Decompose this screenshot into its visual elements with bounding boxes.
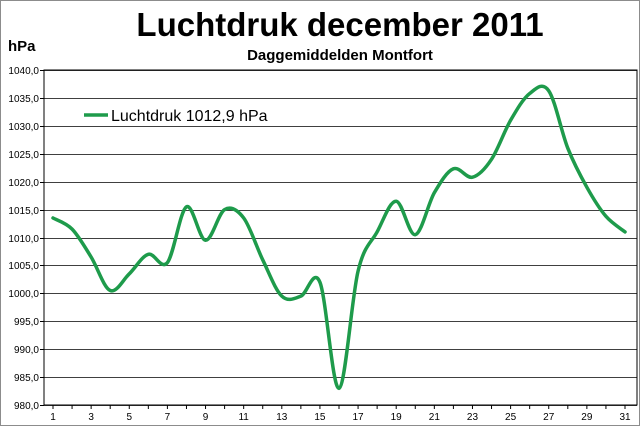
data-point bbox=[281, 295, 283, 297]
x-tick-label: 1 bbox=[50, 412, 56, 423]
data-point bbox=[433, 192, 435, 194]
x-tick-label: 19 bbox=[391, 412, 403, 423]
y-axis-ticks: 980,0 985,0 990,0 995,0 1000,0 1005,0 1010,0 10… bbox=[8, 66, 44, 412]
x-tick-label: 9 bbox=[203, 412, 209, 423]
x-tick-label: 7 bbox=[165, 412, 171, 423]
y-tick-label: 1020,0 bbox=[8, 178, 39, 189]
data-point bbox=[452, 168, 454, 170]
data-point bbox=[185, 206, 187, 208]
data-point bbox=[376, 231, 378, 233]
data-point bbox=[52, 217, 54, 219]
x-tick-label: 3 bbox=[88, 412, 94, 423]
x-tick-label: 31 bbox=[619, 412, 631, 423]
data-point bbox=[490, 158, 492, 160]
x-tick-label: 25 bbox=[505, 412, 517, 423]
data-point bbox=[262, 259, 264, 261]
data-point bbox=[414, 234, 416, 236]
data-point bbox=[243, 217, 245, 219]
data-point bbox=[357, 270, 359, 272]
data-point bbox=[223, 208, 225, 210]
data-point bbox=[71, 228, 73, 230]
data-point bbox=[624, 231, 626, 233]
data-point bbox=[586, 186, 588, 188]
y-axis-label: hPa bbox=[8, 38, 36, 55]
y-tick-label: 1035,0 bbox=[8, 94, 39, 105]
x-tick-label: 5 bbox=[126, 412, 132, 423]
x-tick-label: 29 bbox=[581, 412, 593, 423]
y-tick-label: 1025,0 bbox=[8, 150, 39, 161]
data-point bbox=[300, 295, 302, 297]
data-point bbox=[338, 387, 340, 389]
x-tick-label: 17 bbox=[353, 412, 365, 423]
y-tick-label: 1010,0 bbox=[8, 234, 39, 245]
data-point bbox=[109, 289, 111, 291]
data-point bbox=[471, 176, 473, 178]
data-point bbox=[605, 215, 607, 217]
data-point bbox=[395, 200, 397, 202]
x-tick-label: 13 bbox=[276, 412, 288, 423]
y-tick-label: 1005,0 bbox=[8, 261, 39, 272]
x-tick-label: 27 bbox=[543, 412, 555, 423]
data-point bbox=[90, 256, 92, 258]
x-tick-label: 15 bbox=[314, 412, 326, 423]
y-tick-label: 1015,0 bbox=[8, 206, 39, 217]
data-point bbox=[548, 90, 550, 92]
data-point bbox=[128, 273, 130, 275]
grid-lines bbox=[43, 69, 638, 406]
data-point bbox=[567, 147, 569, 149]
plot-series bbox=[51, 84, 627, 391]
x-axis-ticks: 1 3 5 7 9 11 13 15 17 19 21 23 25 27 29 31 bbox=[50, 405, 631, 423]
data-point bbox=[529, 92, 531, 94]
y-tick-label: 1030,0 bbox=[8, 122, 39, 133]
plot-area bbox=[43, 69, 638, 406]
y-tick-label: 985,0 bbox=[14, 373, 39, 384]
data-point bbox=[509, 119, 511, 121]
legend: Luchtdruk 1012,9 hPa bbox=[84, 108, 268, 125]
x-tick-label: 23 bbox=[467, 412, 479, 423]
y-tick-label: 995,0 bbox=[14, 317, 39, 328]
legend-label: Luchtdruk 1012,9 hPa bbox=[111, 108, 268, 125]
chart-subtitle: Daggemiddelden Montfort bbox=[247, 47, 433, 64]
y-tick-label: 1040,0 bbox=[8, 66, 39, 77]
chart-title: Luchtdruk december 2011 bbox=[136, 6, 544, 43]
x-tick-label: 11 bbox=[238, 412, 249, 423]
y-tick-label: 990,0 bbox=[14, 345, 39, 356]
data-point bbox=[166, 261, 168, 263]
data-point bbox=[204, 239, 206, 241]
data-point bbox=[319, 281, 321, 283]
y-tick-label: 980,0 bbox=[14, 401, 39, 412]
y-tick-label: 1000,0 bbox=[8, 289, 39, 300]
x-tick-label: 21 bbox=[429, 412, 441, 423]
data-point bbox=[147, 253, 149, 255]
series-line bbox=[51, 84, 627, 391]
